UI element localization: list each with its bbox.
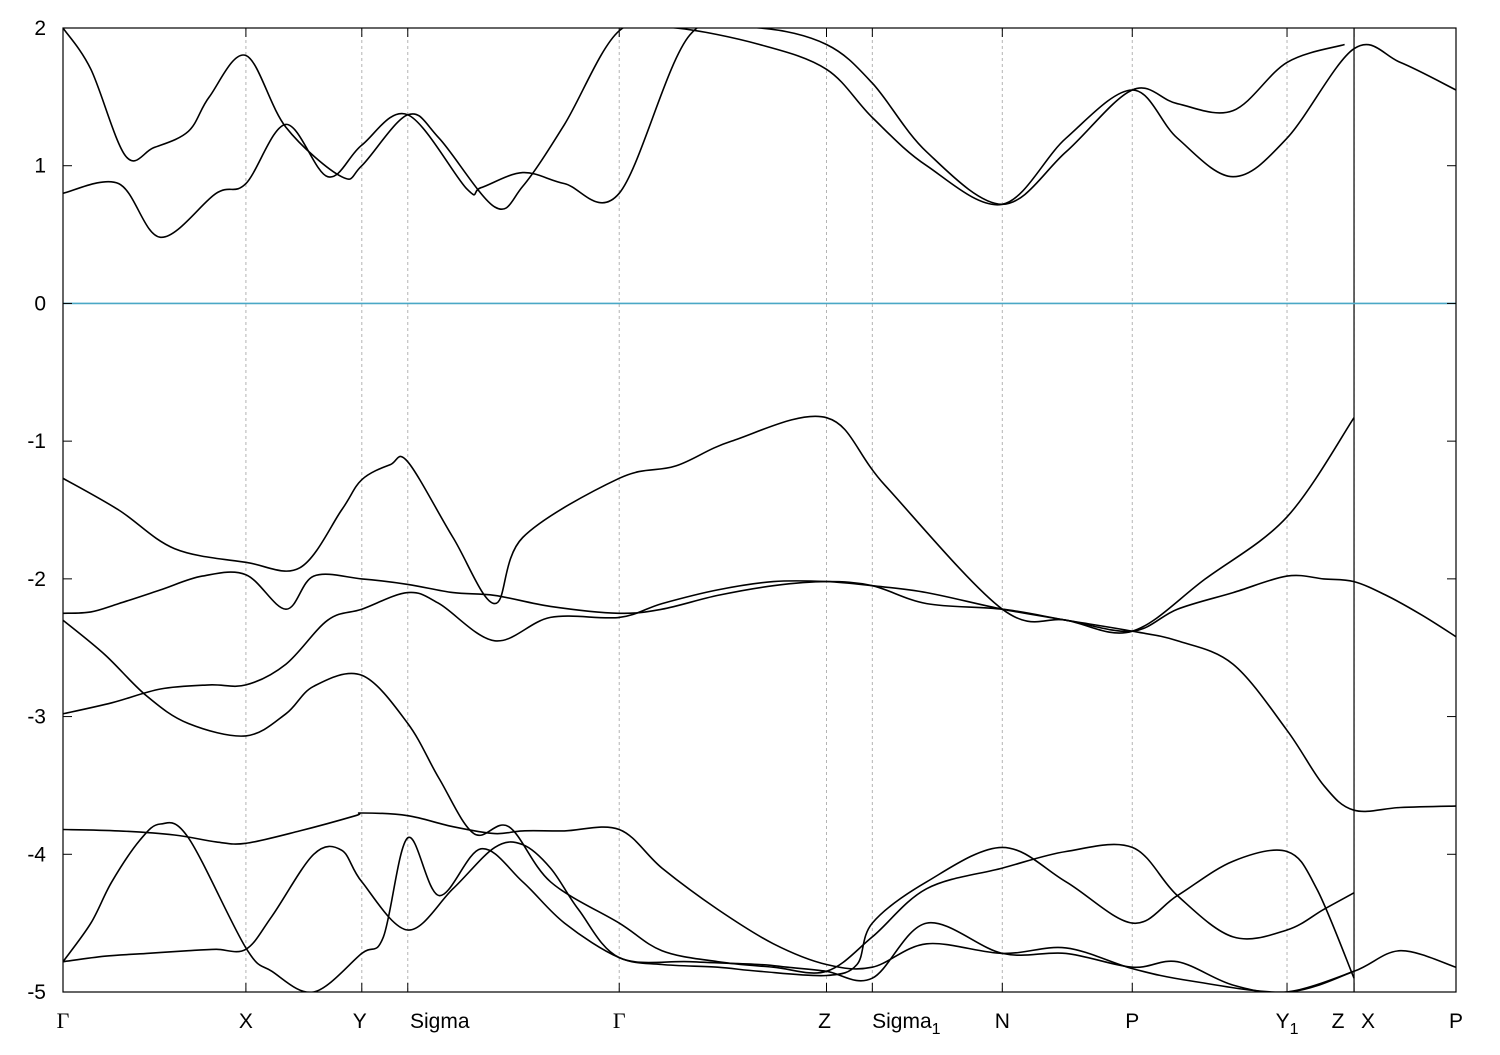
y-tick-label: 1	[34, 155, 46, 178]
band-line-6	[63, 821, 1355, 992]
y-tick-label: -5	[27, 981, 46, 1004]
band-line-1	[63, 574, 1456, 715]
plot-frame	[62, 27, 1457, 993]
x-tick-label: Sigma1	[872, 1010, 941, 1038]
bands-layer	[63, 28, 1456, 992]
y-tick-label: 0	[34, 292, 46, 315]
band-line-8	[63, 28, 1456, 210]
band-line-7	[63, 28, 1345, 239]
plot-frame-layer	[62, 27, 1457, 993]
x-tick-label: X	[1361, 1010, 1375, 1033]
x-tick-label: Γ	[613, 1008, 626, 1033]
x-tick-label: P	[1449, 1010, 1463, 1033]
x-tick-label: P	[1125, 1010, 1139, 1033]
x-tick-label: N	[995, 1010, 1010, 1033]
x-axis: Γ X Y Sigma Γ Z Sigma1 N P Y1 Z X P	[57, 28, 1463, 1038]
band-line-3	[63, 619, 1355, 974]
y-tick-label: 2	[34, 17, 46, 40]
x-tick-label: Z	[818, 1010, 831, 1033]
x-tick-label: X	[239, 1010, 253, 1033]
band-line-5	[63, 812, 1355, 992]
grid-layer	[245, 28, 1355, 992]
x-tick-label-subscript: 1	[932, 1021, 941, 1038]
x-tick-label: Y	[353, 1010, 367, 1033]
x-tick-label-subscript: 1	[1290, 1021, 1299, 1038]
y-axis: -5 -4 -3 -2 -1 0 1 2	[27, 17, 1456, 1004]
band-line-9	[63, 841, 1456, 992]
x-tick-label: Z	[1332, 1010, 1345, 1033]
x-tick-label: Sigma	[410, 1010, 470, 1033]
band-line-2	[63, 571, 1456, 813]
y-tick-label: -2	[27, 568, 46, 591]
band-line-4	[63, 415, 1355, 634]
x-tick-label: Γ	[57, 1008, 70, 1033]
y-tick-label: -3	[27, 706, 46, 729]
y-tick-label: -4	[27, 843, 46, 866]
x-tick-label: Y1	[1276, 1010, 1299, 1038]
y-tick-label: -1	[27, 430, 46, 453]
